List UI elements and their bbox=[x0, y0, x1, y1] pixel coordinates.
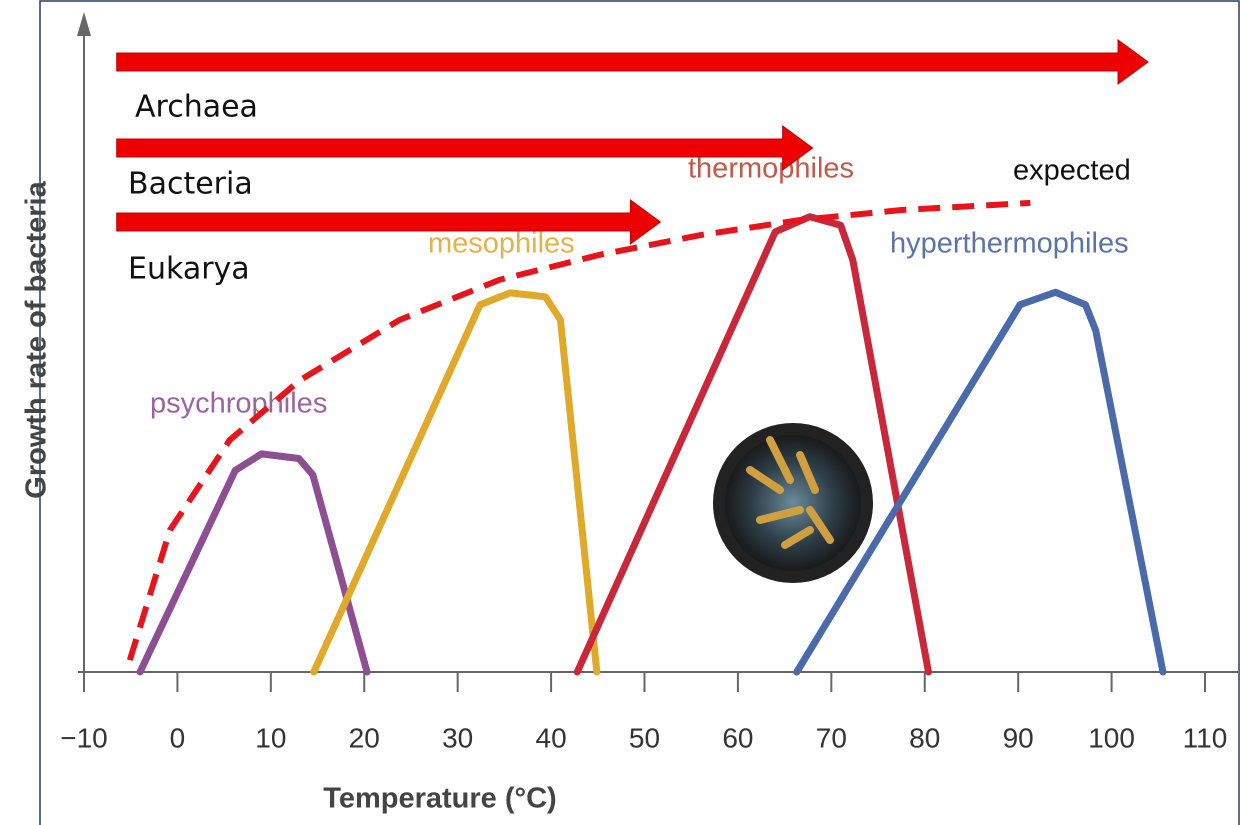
range-label: Archaea bbox=[135, 90, 258, 125]
series-label: expected bbox=[1013, 155, 1131, 187]
range-label: Eukarya bbox=[128, 252, 250, 287]
x-tick-label: 40 bbox=[536, 722, 567, 753]
series-line bbox=[140, 454, 367, 672]
x-tick-label: 60 bbox=[722, 722, 753, 753]
range-arrow bbox=[117, 200, 661, 244]
y-axis-title: Growth rate of bacteria bbox=[21, 180, 53, 498]
x-tick-label: 30 bbox=[442, 722, 473, 753]
x-axis-title: Temperature (°C) bbox=[323, 783, 556, 815]
range-arrow bbox=[117, 40, 1148, 84]
series-line bbox=[314, 293, 597, 672]
x-tick-label: 100 bbox=[1088, 722, 1135, 753]
x-tick-label: 80 bbox=[909, 722, 940, 753]
x-tick-label: 90 bbox=[1003, 722, 1034, 753]
x-tick-label: 50 bbox=[629, 722, 660, 753]
x-tick-label: 70 bbox=[816, 722, 847, 753]
range-label: Bacteria bbox=[128, 167, 253, 202]
series-label: mesophiles bbox=[428, 228, 575, 260]
series-line bbox=[130, 203, 1031, 660]
x-tick-label: 110 bbox=[1183, 722, 1228, 753]
x-tick-label: 0 bbox=[170, 722, 186, 753]
series-label: hyperthermophiles bbox=[890, 228, 1129, 260]
x-tick-label: 10 bbox=[255, 722, 286, 753]
chart: Temperature (°C) Growth rate of bacteria… bbox=[0, 0, 1240, 825]
y-axis-arrow bbox=[77, 12, 91, 36]
inset-image bbox=[725, 435, 861, 571]
x-tick-label: −10 bbox=[60, 722, 108, 753]
series-label: psychrophiles bbox=[150, 388, 327, 420]
x-tick-label: 20 bbox=[349, 722, 380, 753]
